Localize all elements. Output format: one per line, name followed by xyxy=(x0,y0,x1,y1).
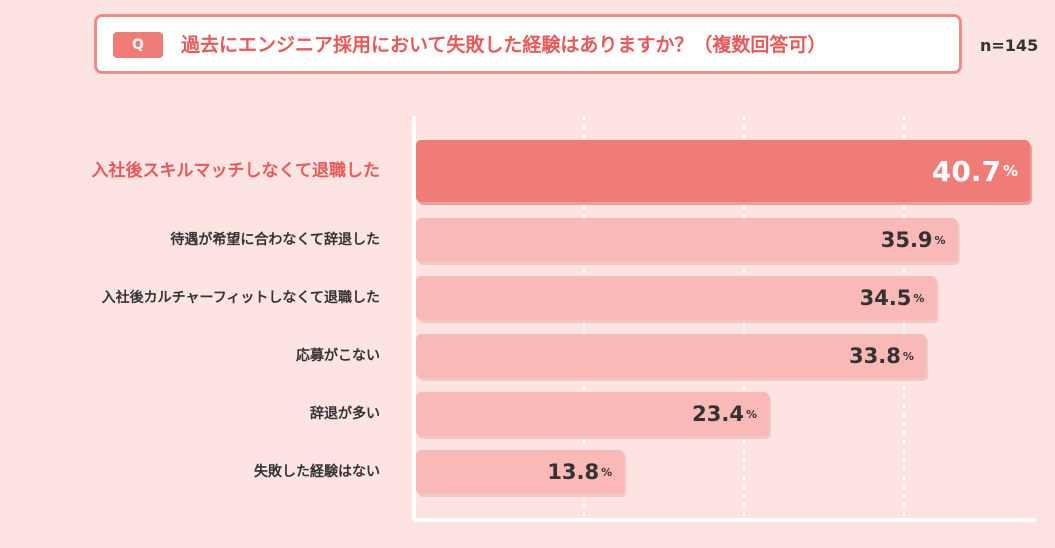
category-label: 辞退が多い xyxy=(310,405,380,422)
data-label: 34.5% xyxy=(860,286,925,310)
bar xyxy=(416,218,958,262)
category-label: 入社後カルチャーフィットしなくて退職した xyxy=(102,289,380,306)
question-text: 過去にエンジニア採用において失敗した経験はありますか？（複数回答可） xyxy=(181,34,827,56)
bar xyxy=(416,334,926,378)
sample-size: n=145 xyxy=(980,36,1039,55)
data-label: 40.7% xyxy=(932,155,1018,188)
category-label: 応募がこない xyxy=(296,347,380,364)
category-label: 待遇が希望に合わなくて辞退した xyxy=(170,231,380,248)
data-label: 13.8% xyxy=(547,460,612,484)
bar xyxy=(416,140,1030,202)
data-label: 35.9% xyxy=(881,228,946,252)
bar xyxy=(416,450,625,494)
data-label: 33.8% xyxy=(849,344,914,368)
data-label: 23.4% xyxy=(692,402,757,426)
question-box: Q 過去にエンジニア採用において失敗した経験はありますか？（複数回答可） xyxy=(94,14,962,74)
bar xyxy=(416,276,937,320)
category-label: 失敗した経験はない xyxy=(254,463,380,480)
bar xyxy=(416,392,770,436)
question-badge: Q xyxy=(113,32,163,58)
category-label: 入社後スキルマッチしなくて退職した xyxy=(92,160,381,181)
